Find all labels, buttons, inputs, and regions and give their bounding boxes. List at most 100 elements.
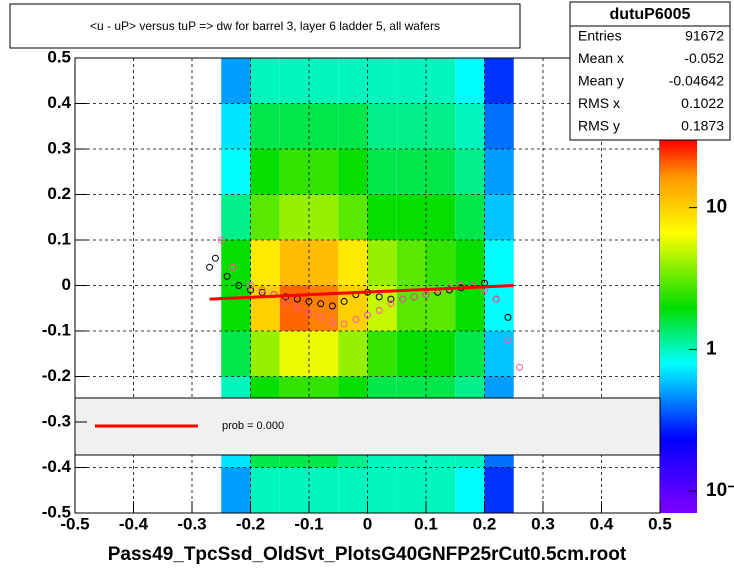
stats-value: -0.04642	[669, 73, 724, 89]
heatmap-cell	[309, 103, 339, 149]
heatmap-cell	[250, 331, 280, 377]
heatmap-cell	[367, 331, 397, 377]
heatmap-cell	[484, 103, 514, 149]
heatmap-cell	[396, 149, 426, 195]
heatmap-cell	[279, 467, 309, 513]
x-tick-label: 0.4	[590, 514, 614, 533]
title-box	[9, 3, 521, 49]
profile-point	[247, 286, 254, 294]
profile-point	[235, 282, 243, 289]
heatmap-cell	[455, 194, 485, 240]
heatmap-cell	[455, 240, 485, 286]
profile-point	[387, 295, 395, 303]
x-tick-label: 0.2	[473, 514, 497, 533]
heatmap-cell	[221, 285, 251, 331]
heatmap-cell	[396, 58, 426, 104]
heatmap-cell	[309, 331, 339, 377]
heatmap-cell	[279, 103, 309, 149]
profile-point	[206, 263, 214, 271]
heatmap-cell	[367, 103, 397, 149]
heatmap-cell	[426, 103, 456, 149]
heatmap-cell	[426, 194, 456, 240]
profile-point	[492, 295, 500, 303]
profile-point	[340, 320, 348, 328]
heatmap-cell	[396, 467, 426, 513]
heatmap-cell	[484, 149, 514, 195]
heatmap-cell	[221, 149, 251, 195]
chart-title: <u - uP> versus tuP => dw for barrel 3, …	[90, 19, 440, 33]
x-tick-label: 0	[363, 514, 372, 533]
heatmap-cell	[250, 149, 280, 195]
heatmap-cell	[455, 103, 485, 149]
heatmap-cell	[338, 194, 368, 240]
heatmap-cell	[221, 103, 251, 149]
heatmap-cell	[367, 58, 397, 104]
stats-label: Mean y	[578, 73, 624, 89]
heatmap-cell	[279, 194, 309, 240]
heatmap-cell	[484, 467, 514, 513]
heatmap-cell	[250, 240, 280, 286]
x-tick-label: -0.5	[60, 514, 89, 533]
legend-label: prob = 0.000	[222, 420, 284, 432]
profile-point	[364, 311, 371, 319]
heatmap-cell	[396, 103, 426, 149]
z-tick-label: 10	[706, 197, 727, 218]
heatmap-cell	[338, 331, 368, 377]
heatmap-cell	[309, 149, 339, 195]
x-tick-label: -0.4	[119, 514, 149, 533]
x-tick-label: -0.3	[177, 514, 206, 533]
profile-point	[305, 297, 313, 305]
y-tick-label: 0.4	[47, 93, 71, 112]
heatmap-cell	[338, 58, 368, 104]
heatmap-cell	[221, 467, 251, 513]
heatmap-cell	[396, 240, 426, 286]
heatmap-cell	[279, 240, 309, 286]
heatmap-cell	[396, 194, 426, 240]
profile-point	[375, 307, 383, 315]
heatmap-cell	[250, 58, 280, 104]
y-tick-label: 0.3	[47, 138, 71, 157]
y-tick-label: 0.2	[47, 184, 71, 203]
heatmap-cell	[250, 467, 280, 513]
heatmap-cell	[426, 240, 456, 286]
heatmap-cell	[221, 331, 251, 377]
heatmap-cell	[484, 194, 514, 240]
heatmap-cell	[221, 240, 251, 286]
heatmap-cell	[338, 149, 368, 195]
heatmap-cell	[250, 103, 280, 149]
y-tick-label: -0.5	[42, 502, 71, 521]
heatmap-cell	[396, 331, 426, 377]
heatmap-cell	[455, 331, 485, 377]
heatmap-cell	[221, 194, 251, 240]
profile-point	[504, 336, 512, 344]
stats-value: 91672	[685, 28, 724, 44]
heatmap-cell	[309, 467, 339, 513]
heatmap-cell	[484, 331, 514, 377]
profile-point	[305, 309, 313, 317]
x-tick-label: 0.5	[648, 514, 672, 533]
profile-point	[293, 304, 301, 312]
heatmap-cell	[309, 194, 339, 240]
heatmap-cell	[484, 240, 514, 286]
heatmap-cell	[367, 194, 397, 240]
profile-point	[223, 272, 231, 280]
profile-point	[258, 286, 266, 294]
profile-point	[504, 313, 512, 321]
y-tick-label: -0.1	[42, 320, 71, 339]
heatmap-cell	[221, 58, 251, 104]
y-tick-label: 0.1	[47, 229, 71, 248]
stats-label: Entries	[578, 28, 622, 44]
heatmap-cell	[338, 240, 368, 286]
profile-point	[229, 263, 237, 271]
x-tick-label: 0.3	[531, 514, 555, 533]
heatmap-cell	[279, 149, 309, 195]
heatmap-cell	[455, 467, 485, 513]
heatmap-cell	[309, 240, 339, 286]
stats-box	[569, 1, 731, 141]
profile-point	[317, 313, 325, 321]
profile-point	[387, 300, 395, 308]
x-tick-label: -0.1	[294, 514, 323, 533]
plot-area	[74, 57, 661, 514]
profile-point	[340, 297, 348, 305]
